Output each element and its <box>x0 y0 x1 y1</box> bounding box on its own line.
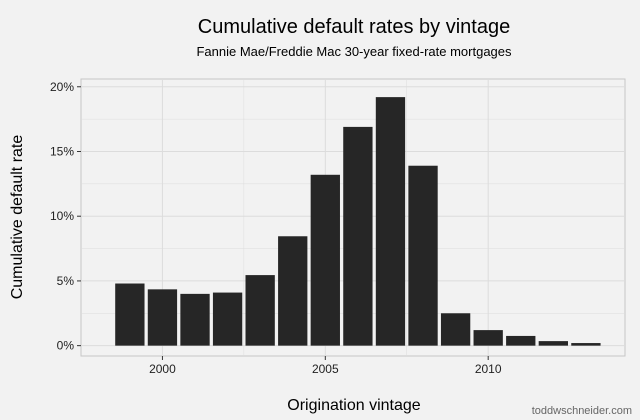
bar-2001 <box>180 293 210 346</box>
bar-2007 <box>375 97 406 346</box>
bar-2002 <box>212 292 243 346</box>
bar-2003 <box>245 275 275 346</box>
bar-2005 <box>310 174 340 346</box>
y-tick-label: 0% <box>57 339 75 353</box>
y-tick-label: 15% <box>50 144 74 158</box>
bar-2010 <box>473 330 503 346</box>
bar-1999 <box>115 283 145 346</box>
y-axis-title: Cumulative default rate <box>9 135 26 300</box>
chart-subtitle: Fannie Mae/Freddie Mac 30-year fixed-rat… <box>196 44 512 59</box>
x-axis-ticks: 2000 2005 2010 <box>149 356 502 376</box>
bar-2009 <box>440 313 471 346</box>
x-tick-label: 2010 <box>475 362 502 376</box>
bar-2000 <box>147 289 178 346</box>
bar-2011 <box>506 335 536 346</box>
x-tick-label: 2005 <box>312 362 339 376</box>
bar-2004 <box>278 236 308 346</box>
bar-2008 <box>408 165 438 346</box>
credit-text: toddwschneider.com <box>532 405 632 417</box>
chart-title: Cumulative default rates by vintage <box>198 16 510 38</box>
y-axis-ticks: 0% 5% 10% 15% 20% <box>50 80 81 353</box>
y-tick-label: 10% <box>50 209 74 223</box>
y-tick-label: 5% <box>57 274 75 288</box>
x-tick-label: 2000 <box>149 362 176 376</box>
bar-2012 <box>538 341 568 346</box>
bars <box>115 97 601 346</box>
bar-2006 <box>343 126 373 346</box>
x-axis-title: Origination vintage <box>287 397 421 414</box>
bar-2013 <box>571 343 601 346</box>
y-tick-label: 20% <box>50 80 74 94</box>
